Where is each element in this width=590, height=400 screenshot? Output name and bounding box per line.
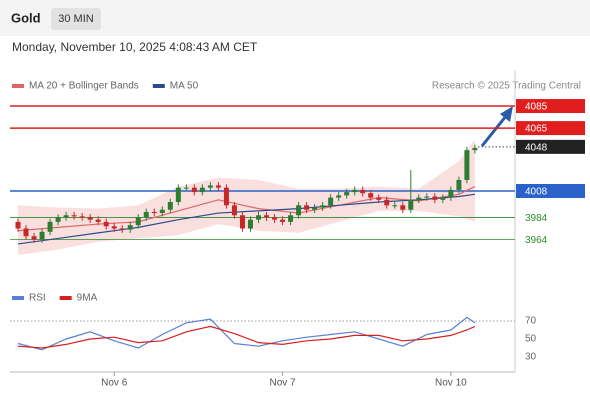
legend-swatch <box>59 296 72 300</box>
legend-label: MA 20 + Bollinger Bands <box>29 81 139 92</box>
candle-body <box>416 197 422 200</box>
symbol: Gold <box>11 10 41 25</box>
level-label-box <box>516 121 585 136</box>
arrow-head <box>500 106 513 122</box>
level-label: 4065 <box>525 124 548 135</box>
candle-body <box>432 196 438 200</box>
candle-body <box>111 226 117 229</box>
candle-body <box>87 217 93 220</box>
level-label: 4008 <box>525 187 548 198</box>
legend-label: 9MA <box>77 293 98 304</box>
interval-button[interactable] <box>51 8 101 30</box>
legend-swatch <box>12 296 24 300</box>
level-label-box <box>516 183 585 198</box>
legend-label: RSI <box>29 293 46 304</box>
candle-body <box>143 211 149 218</box>
y-tick-label: 50 <box>525 334 537 345</box>
candle-body <box>127 225 133 230</box>
series-line <box>17 316 476 351</box>
candle-body <box>159 209 165 214</box>
forecast-arrow <box>480 115 508 147</box>
candle-body <box>288 215 294 222</box>
candle-body <box>247 219 253 229</box>
candle-body <box>231 205 237 216</box>
candle-body <box>223 187 229 206</box>
interval[interactable]: 30 MIN <box>58 13 94 25</box>
candle-body <box>199 187 205 193</box>
candle-body <box>255 215 261 220</box>
candle-body <box>207 185 213 188</box>
candle-body <box>352 189 358 193</box>
series-line <box>17 325 476 349</box>
candle-body <box>71 215 77 217</box>
level-label: 3964 <box>525 235 548 246</box>
candle-body <box>264 215 270 218</box>
timestamp: Monday, November 10, 2025 4:08:43 AM CET <box>12 40 258 54</box>
source: Research © 2025 Trading Central <box>432 81 581 92</box>
candle-body <box>296 205 302 216</box>
legend-label: MA 50 <box>170 81 199 92</box>
y-tick-label: 70 <box>525 316 537 327</box>
candle-body <box>328 197 334 206</box>
x-tick-label: Nov 10 <box>435 378 467 389</box>
x-tick-label: Nov 6 <box>101 378 128 389</box>
candle-body <box>23 228 29 237</box>
candle-body <box>95 219 101 222</box>
level-label: 4085 <box>525 102 548 113</box>
candle-body <box>63 215 69 218</box>
candle-body <box>424 196 430 198</box>
candle-body <box>456 179 462 190</box>
candle-body <box>392 205 398 207</box>
candle-body <box>39 231 45 240</box>
candle-body <box>464 150 470 180</box>
candle-body <box>183 187 189 189</box>
candle-body <box>360 189 366 194</box>
candle-body <box>336 195 342 198</box>
y-tick-label: 30 <box>525 352 537 363</box>
candle-body <box>320 205 326 208</box>
candle-body <box>55 217 61 222</box>
candle-body <box>304 205 310 210</box>
level-label-box <box>516 139 585 154</box>
bollinger-band <box>18 139 475 255</box>
candle-body <box>376 197 382 200</box>
candle-body <box>135 217 141 226</box>
candle-body <box>448 189 454 198</box>
candle-body <box>400 205 406 210</box>
level-label: 3984 <box>525 213 548 224</box>
candle-body <box>440 197 446 200</box>
candle-body <box>191 187 197 193</box>
candle-body <box>472 147 478 151</box>
candle-body <box>103 221 109 227</box>
candle-body <box>272 217 278 220</box>
candle-body <box>384 199 390 206</box>
candle-body <box>312 207 318 210</box>
candle-body <box>119 228 125 230</box>
candle-body <box>344 192 350 196</box>
candle-body <box>368 193 374 198</box>
candle-body <box>47 221 53 232</box>
level-label-box <box>516 99 585 114</box>
candle-body <box>239 215 245 229</box>
candle-body <box>31 236 37 240</box>
x-tick-label: Nov 7 <box>269 378 296 389</box>
legend-swatch <box>12 84 24 88</box>
candle-body <box>167 202 173 210</box>
legend-swatch <box>152 84 165 88</box>
candle-body <box>280 219 286 222</box>
level-label: 4048 <box>525 142 548 153</box>
candle-body <box>408 199 414 210</box>
candle-body <box>15 221 21 229</box>
candle-body <box>215 185 221 188</box>
candle-body <box>151 211 157 214</box>
candle-body <box>175 187 181 203</box>
candle-body <box>79 216 85 218</box>
